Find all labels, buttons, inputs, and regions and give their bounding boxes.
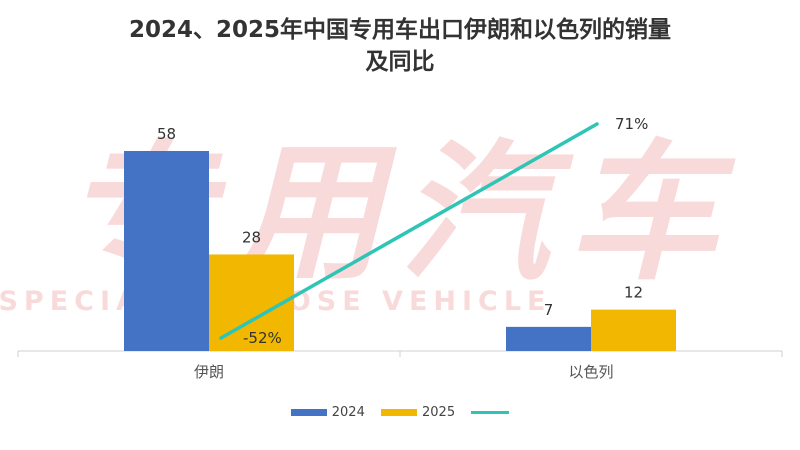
legend-item-2025: 2025 — [381, 405, 455, 420]
bar-2025 — [591, 309, 676, 351]
growth-label: 71% — [615, 115, 648, 133]
data-label: 7 — [544, 301, 554, 319]
chart-title: 2024、2025年中国专用车出口伊朗和以色列的销量 及同比 — [0, 14, 800, 78]
legend-label-2024: 2024 — [331, 405, 365, 420]
bar-2024 — [124, 151, 209, 351]
chart-title-line-2: 及同比 — [365, 49, 435, 75]
data-label: 58 — [157, 125, 176, 143]
bar-2024 — [506, 326, 591, 351]
legend: 2024 2025 — [0, 405, 800, 420]
growth-label: -52% — [243, 329, 282, 347]
data-label: 12 — [624, 284, 643, 302]
legend-swatch-2025 — [381, 409, 417, 416]
chart-title-line-1: 2024、2025年中国专用车出口伊朗和以色列的销量 — [128, 17, 672, 43]
legend-line-growth — [471, 411, 510, 414]
legend-swatch-2024 — [290, 409, 327, 416]
growth-line — [219, 122, 599, 340]
data-label: 28 — [242, 228, 261, 246]
x-tick-label: 以色列 — [568, 363, 613, 381]
x-tick-label: 伊朗 — [194, 363, 224, 381]
legend-label-2025: 2025 — [422, 405, 456, 420]
legend-item-growth — [471, 405, 510, 420]
legend-item-2024: 2024 — [290, 405, 365, 420]
plot-area: 58 28 伊朗 7 12 以色列 -52% 71% — [17, 115, 783, 381]
